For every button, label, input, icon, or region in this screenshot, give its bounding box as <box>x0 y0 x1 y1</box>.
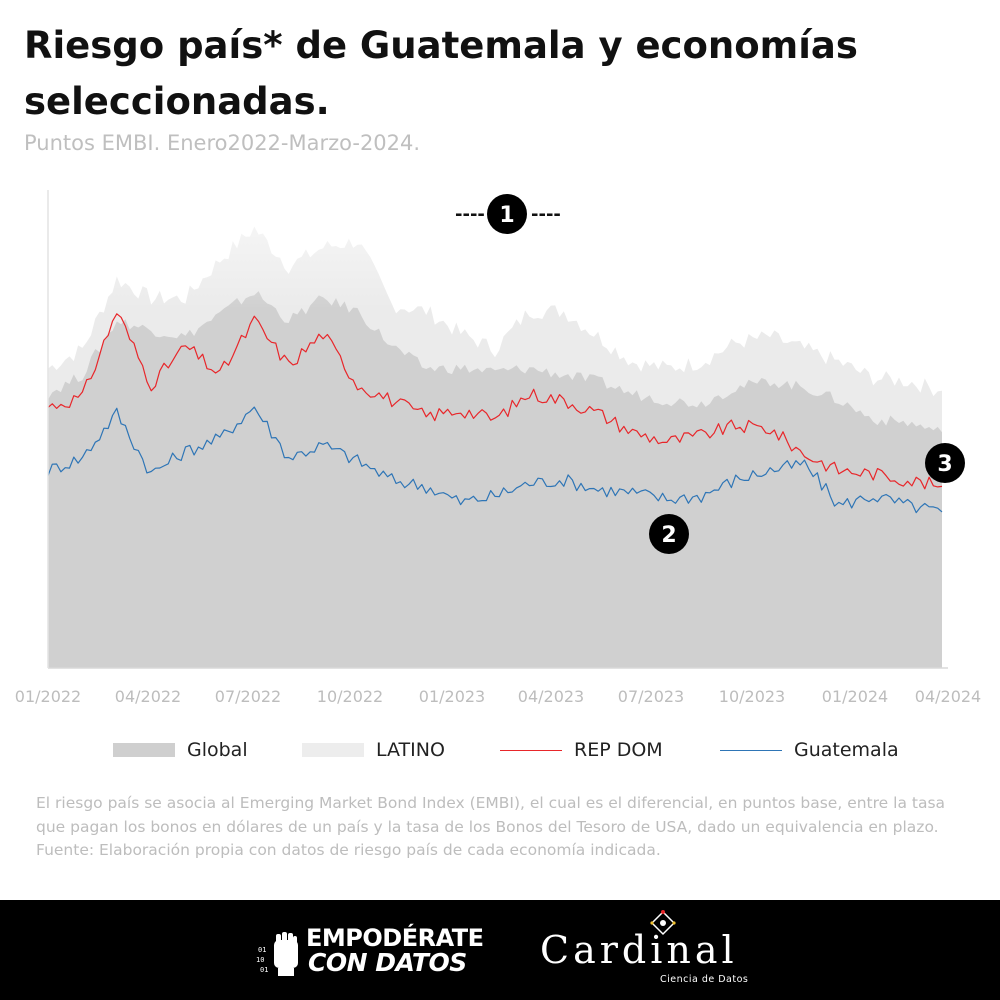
line-series-group <box>47 313 943 514</box>
legend-label-latino: LATINO <box>376 739 445 761</box>
area-fade-overlay <box>48 190 948 668</box>
legend-item-guatemala: Guatemala <box>720 735 899 765</box>
line-guatemala <box>47 406 943 514</box>
cardinal-text: Cardinal <box>540 928 738 972</box>
chart-subtitle: Puntos EMBI. Enero2022-Marzo-2024. <box>24 131 421 155</box>
cardinal-logo: Cardinal Ciencia de Datos <box>536 910 766 990</box>
annotation-circle-3 <box>925 443 965 483</box>
footer-bar: 01 10 01 EMPODÉRATE CON DATOS Cardinal C… <box>0 900 1000 1000</box>
legend-item-global: Global <box>113 735 248 765</box>
x-tick-label: 01/2023 <box>419 687 485 706</box>
con-datos-text: CON DATOS <box>308 948 467 977</box>
svg-text:01: 01 <box>260 966 268 974</box>
legend-item-latino: LATINO <box>302 735 445 765</box>
line-rep-dom <box>47 313 943 490</box>
annotation-dashes-right: ---- <box>531 204 561 225</box>
annotation-markers: ---- ---- 1 2 3 <box>455 194 965 554</box>
area-series-group <box>48 190 948 668</box>
x-tick-label: 07/2022 <box>215 687 281 706</box>
legend-swatch-latino <box>302 743 364 757</box>
svg-text:01: 01 <box>258 946 266 954</box>
x-tick-label: 04/2024 <box>915 687 981 706</box>
empoderate-logo: 01 10 01 EMPODÉRATE CON DATOS <box>256 922 496 982</box>
legend-label-repdom: REP DOM <box>574 739 663 761</box>
annotation-dashes-left: ---- <box>455 204 485 225</box>
empoderate-text: EMPODÉRATE <box>306 924 484 952</box>
x-tick-labels: 01/2022 04/2022 07/2022 10/2022 01/2023 04/20… <box>15 687 981 706</box>
chart-legend: Global LATINO REP DOM Guatemala <box>0 735 1000 765</box>
cardinal-tagline: Ciencia de Datos <box>660 974 749 985</box>
legend-item-repdom: REP DOM <box>500 735 663 765</box>
x-tick-label: 10/2023 <box>719 687 785 706</box>
annotation-circle-1 <box>487 194 527 234</box>
x-tick-label: 01/2024 <box>822 687 888 706</box>
legend-swatch-repdom <box>500 749 562 751</box>
legend-swatch-guatemala <box>720 749 782 751</box>
legend-label-guatemala: Guatemala <box>794 739 899 761</box>
x-tick-label: 10/2022 <box>317 687 383 706</box>
annotation-circle-2 <box>649 514 689 554</box>
note-source: Fuente: Elaboración propia con datos de … <box>36 841 661 859</box>
x-tick-label: 01/2022 <box>15 687 81 706</box>
note-definition: El riesgo país se asocia al Emerging Mar… <box>36 794 946 836</box>
legend-swatch-global <box>113 743 175 757</box>
annotation-label-1: 1 <box>499 203 514 228</box>
annotation-label-2: 2 <box>661 523 676 548</box>
svg-text:10: 10 <box>256 956 264 964</box>
diamond-node-icon <box>650 910 676 936</box>
chart-title: Riesgo país* de Guatemala y economías se… <box>24 24 858 123</box>
annotation-label-3: 3 <box>937 452 952 477</box>
legend-label-global: Global <box>187 739 248 761</box>
x-tick-label: 04/2023 <box>518 687 584 706</box>
chart-notes: El riesgo país se asocia al Emerging Mar… <box>36 792 966 863</box>
embi-chart: 01/2022 04/2022 07/2022 10/2022 01/2023 04/20… <box>15 190 981 706</box>
x-tick-label: 07/2023 <box>618 687 684 706</box>
raised-fist-binary-icon: 01 10 01 <box>256 932 298 976</box>
x-tick-label: 04/2022 <box>115 687 181 706</box>
